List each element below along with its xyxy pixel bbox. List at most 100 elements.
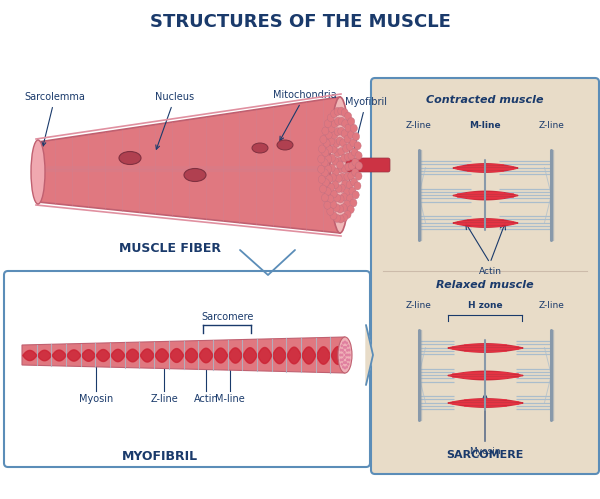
- Ellipse shape: [318, 175, 325, 183]
- Ellipse shape: [352, 158, 359, 166]
- Ellipse shape: [347, 344, 349, 347]
- Text: Z-line: Z-line: [406, 301, 431, 310]
- Ellipse shape: [343, 200, 350, 208]
- Ellipse shape: [348, 172, 355, 180]
- Ellipse shape: [354, 142, 361, 150]
- Ellipse shape: [336, 137, 343, 145]
- Ellipse shape: [341, 358, 344, 361]
- Ellipse shape: [342, 341, 344, 344]
- Ellipse shape: [332, 157, 339, 165]
- Polygon shape: [38, 97, 340, 233]
- Ellipse shape: [338, 127, 345, 135]
- Ellipse shape: [341, 193, 347, 201]
- Ellipse shape: [345, 124, 352, 132]
- Ellipse shape: [340, 348, 342, 351]
- Ellipse shape: [326, 195, 334, 203]
- Ellipse shape: [325, 165, 332, 173]
- Ellipse shape: [355, 152, 362, 160]
- Ellipse shape: [337, 161, 343, 169]
- Ellipse shape: [340, 139, 347, 147]
- Ellipse shape: [328, 114, 334, 122]
- Text: Nucleus: Nucleus: [155, 92, 194, 149]
- Ellipse shape: [277, 140, 293, 150]
- Ellipse shape: [338, 107, 345, 115]
- Text: Z-line: Z-line: [406, 121, 431, 130]
- Ellipse shape: [347, 143, 353, 151]
- Ellipse shape: [342, 365, 344, 368]
- Ellipse shape: [344, 346, 347, 349]
- Ellipse shape: [328, 154, 335, 162]
- Text: Sarcomere: Sarcomere: [201, 312, 253, 322]
- Text: STRUCTURES OF THE MUSCLE: STRUCTURES OF THE MUSCLE: [149, 13, 451, 31]
- Text: Contracted muscle: Contracted muscle: [426, 95, 544, 105]
- Ellipse shape: [324, 201, 331, 209]
- Ellipse shape: [323, 139, 330, 147]
- Ellipse shape: [332, 168, 339, 176]
- Ellipse shape: [343, 145, 350, 153]
- Ellipse shape: [331, 120, 338, 128]
- Text: Actin: Actin: [194, 394, 218, 404]
- Ellipse shape: [344, 188, 350, 196]
- Ellipse shape: [354, 182, 361, 190]
- Ellipse shape: [325, 131, 332, 139]
- Ellipse shape: [344, 173, 351, 181]
- Ellipse shape: [343, 356, 346, 359]
- Ellipse shape: [344, 340, 346, 343]
- Ellipse shape: [348, 348, 350, 351]
- Ellipse shape: [350, 178, 358, 186]
- Ellipse shape: [346, 365, 348, 368]
- Ellipse shape: [329, 201, 337, 209]
- Ellipse shape: [334, 149, 341, 157]
- Ellipse shape: [334, 194, 341, 202]
- Ellipse shape: [348, 152, 355, 160]
- Text: Sarcolemma: Sarcolemma: [25, 92, 85, 146]
- Ellipse shape: [327, 207, 334, 216]
- Ellipse shape: [317, 165, 325, 173]
- Text: Mitochondria: Mitochondria: [273, 90, 337, 141]
- Ellipse shape: [334, 107, 341, 115]
- Ellipse shape: [318, 155, 325, 163]
- Ellipse shape: [328, 124, 335, 132]
- Ellipse shape: [320, 185, 326, 193]
- Ellipse shape: [344, 153, 352, 161]
- Ellipse shape: [337, 215, 344, 223]
- Text: SARCOMERE: SARCOMERE: [446, 450, 524, 460]
- Ellipse shape: [343, 346, 346, 349]
- Ellipse shape: [338, 148, 345, 156]
- Ellipse shape: [334, 128, 341, 136]
- Ellipse shape: [344, 211, 351, 219]
- Ellipse shape: [322, 149, 329, 157]
- Ellipse shape: [322, 127, 329, 135]
- Text: Z-line: Z-line: [150, 394, 178, 404]
- Ellipse shape: [348, 118, 355, 126]
- Ellipse shape: [328, 184, 335, 192]
- Ellipse shape: [355, 162, 362, 170]
- Ellipse shape: [330, 212, 337, 220]
- Polygon shape: [22, 337, 345, 373]
- Ellipse shape: [341, 344, 343, 347]
- Ellipse shape: [341, 353, 343, 356]
- Ellipse shape: [119, 152, 141, 165]
- FancyBboxPatch shape: [346, 158, 390, 172]
- Ellipse shape: [345, 163, 352, 171]
- Text: MUSCLE FIBER: MUSCLE FIBER: [119, 242, 221, 254]
- Ellipse shape: [347, 206, 354, 214]
- Ellipse shape: [349, 187, 356, 195]
- Ellipse shape: [330, 145, 337, 153]
- Ellipse shape: [319, 145, 325, 153]
- Ellipse shape: [322, 179, 329, 187]
- Text: Myosin: Myosin: [469, 394, 501, 456]
- Ellipse shape: [346, 349, 349, 352]
- Ellipse shape: [335, 185, 342, 193]
- Ellipse shape: [337, 195, 344, 203]
- Ellipse shape: [349, 162, 355, 170]
- Ellipse shape: [320, 136, 327, 144]
- Ellipse shape: [350, 124, 358, 132]
- Ellipse shape: [343, 361, 346, 364]
- Ellipse shape: [347, 353, 349, 356]
- Ellipse shape: [339, 353, 342, 356]
- FancyBboxPatch shape: [4, 271, 370, 467]
- Ellipse shape: [341, 214, 347, 222]
- Text: H zone: H zone: [467, 301, 502, 310]
- Ellipse shape: [337, 165, 344, 173]
